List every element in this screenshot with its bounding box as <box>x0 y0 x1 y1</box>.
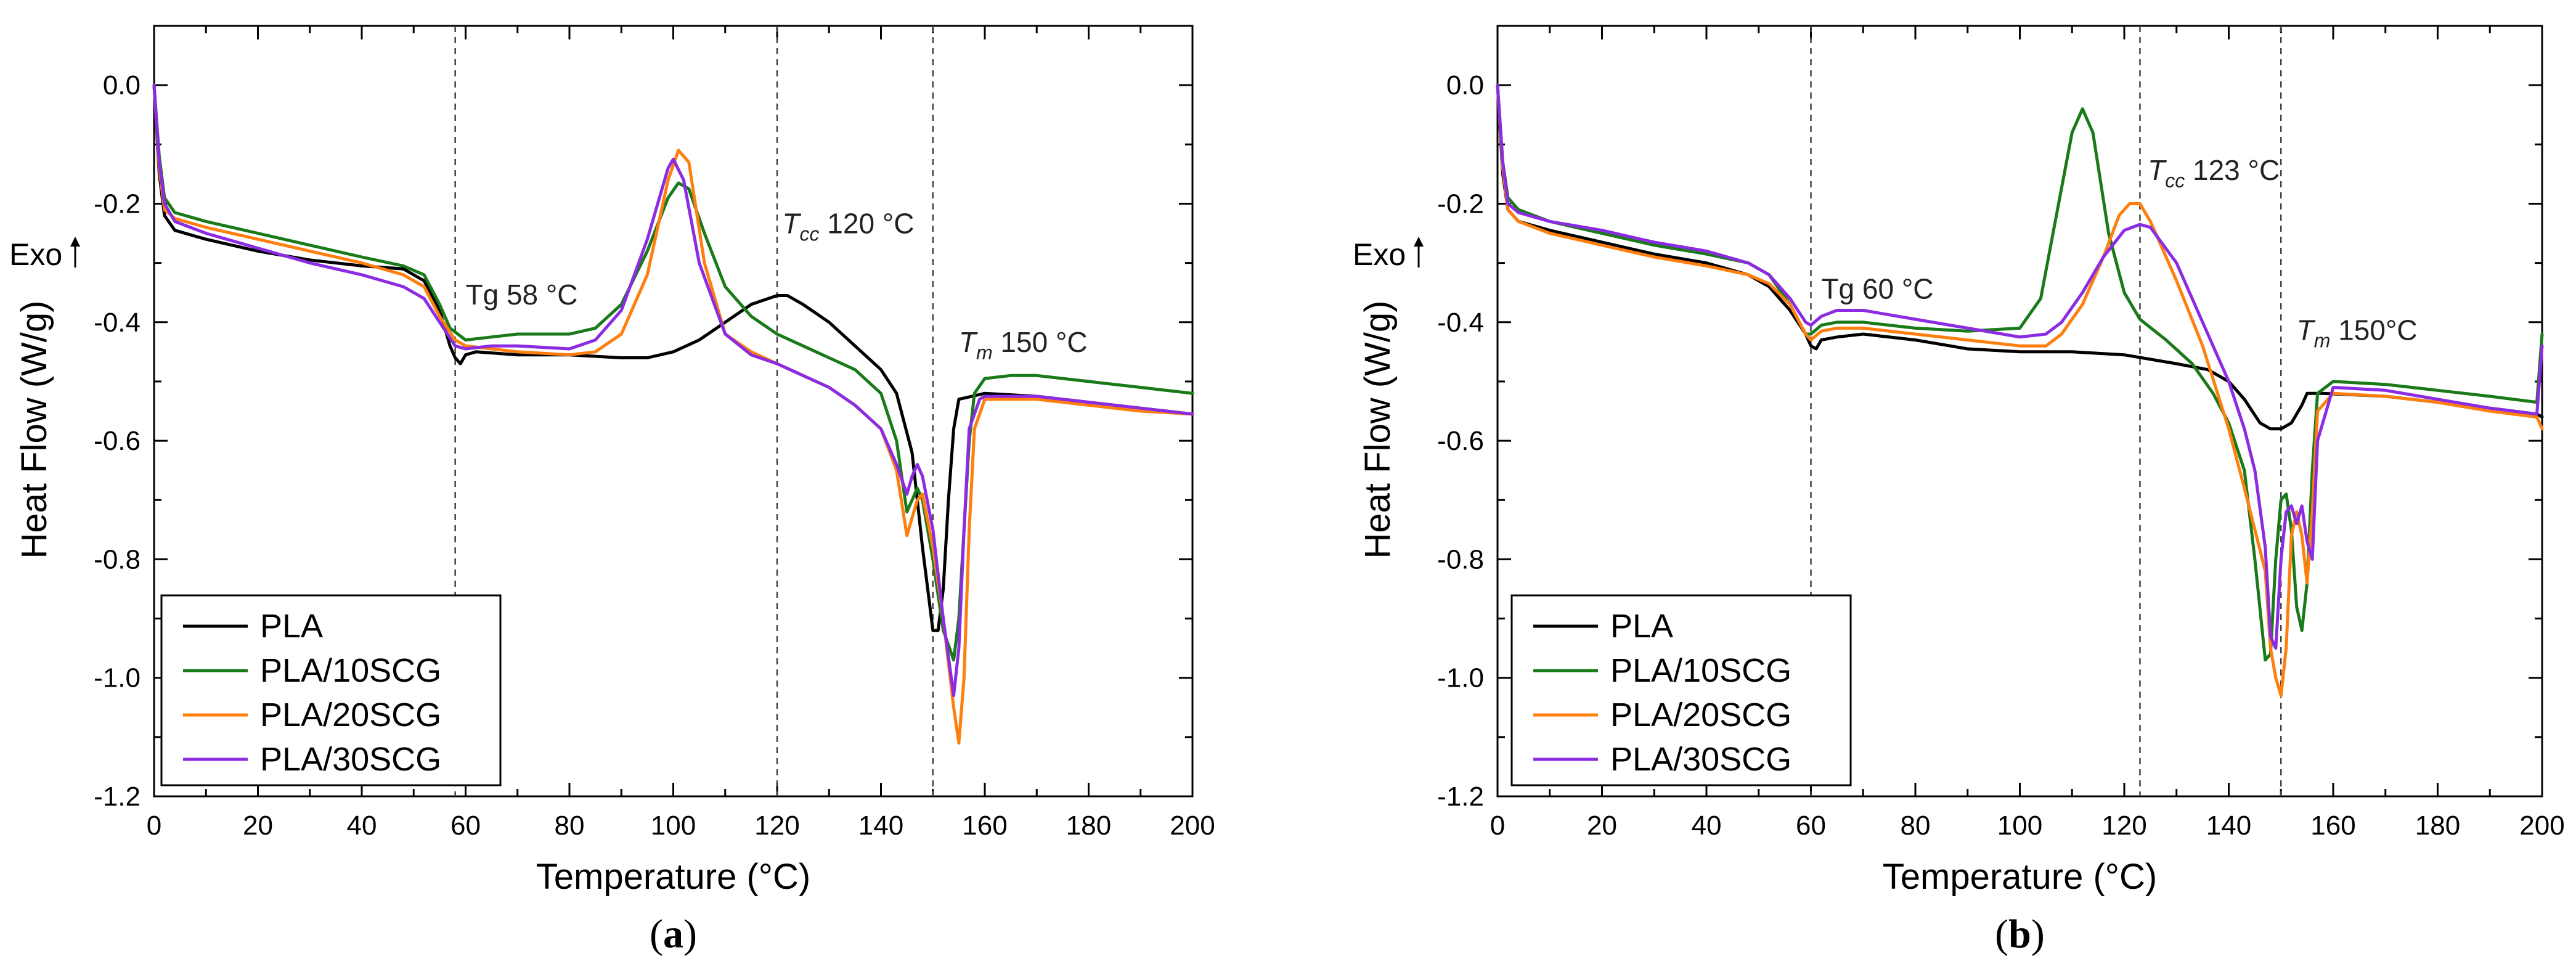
legend-entry-label: PLA/30SCG <box>260 741 441 778</box>
annotation-subscript: m <box>976 341 993 364</box>
annotation-rest: 123 °C <box>2185 154 2280 186</box>
y-tick-label: -1.0 <box>1437 663 1484 693</box>
x-tick-label: 180 <box>1066 811 1111 841</box>
y-tick-label: 0.0 <box>103 70 141 100</box>
panel-a-chart: 0 20 40 60 80 100 120 140 160 180 200 0.0 -0.2 -0.4 -0… <box>9 25 1215 957</box>
exo-label: Exo <box>9 237 62 272</box>
exo-arrowhead-icon <box>70 237 80 247</box>
series-line-pla-10scg <box>152 83 1194 662</box>
x-tick-label: 80 <box>1901 811 1931 841</box>
x-tick-label: 60 <box>1796 811 1826 841</box>
legend-entry-label: PLA/30SCG <box>1610 741 1791 778</box>
x-tick-label: 80 <box>555 811 585 841</box>
series-line-pla-30scg <box>152 83 1194 697</box>
panel-caption: (a) <box>650 912 697 957</box>
y-tick-label: -0.8 <box>1437 544 1484 574</box>
caption-close-paren: ) <box>2031 912 2045 957</box>
x-tick-label: 0 <box>147 811 161 841</box>
caption-letter: a <box>663 912 683 957</box>
x-tick-label: 140 <box>858 811 903 841</box>
panel-caption: (b) <box>1995 912 2045 957</box>
annotation-main: Tg 60 °C <box>1821 272 1933 304</box>
y-tick-label: -0.6 <box>1437 426 1484 456</box>
y-tick-label: -0.6 <box>94 426 141 456</box>
x-tick-label: 140 <box>2206 811 2251 841</box>
annotation-main: Tg 58 °C <box>466 279 578 311</box>
caption-open-paren: ( <box>1995 912 2008 957</box>
annotation-label: Tcc 123 °C <box>2148 154 2280 192</box>
legend-entry-label: PLA/20SCG <box>1610 696 1791 733</box>
y-tick-label: -1.2 <box>1437 782 1484 812</box>
x-tick-label: 120 <box>2101 811 2146 841</box>
x-tick-label: 0 <box>1490 811 1505 841</box>
annotation-subscript: cc <box>800 223 820 245</box>
annotation-subscript: cc <box>2165 169 2185 192</box>
y-tick-label: 0.0 <box>1446 70 1484 100</box>
annotation-label: Tcc 120 °C <box>782 208 914 245</box>
x-tick-label: 180 <box>2415 811 2460 841</box>
annotation-rest: 150°C <box>2330 314 2417 346</box>
annotation-main: T <box>2297 314 2316 346</box>
exo-arrowhead-icon <box>1414 237 1424 247</box>
y-tick-label: -1.0 <box>94 663 141 693</box>
x-tick-label: 160 <box>2310 811 2355 841</box>
caption-letter: b <box>2008 912 2031 957</box>
series-line-pla-10scg <box>1496 83 2544 662</box>
caption-open-paren: ( <box>650 912 663 957</box>
annotation-label: Tg 58 °C <box>466 279 578 311</box>
annotation-label: Tm 150°C <box>2297 314 2418 352</box>
annotation-main: T <box>782 208 801 240</box>
y-tick-label: -0.8 <box>94 544 141 574</box>
series-line-pla-30scg <box>1496 83 2544 650</box>
x-tick-label: 100 <box>1997 811 2042 841</box>
x-tick-label: 20 <box>243 811 273 841</box>
x-tick-label: 20 <box>1587 811 1617 841</box>
y-axis-title: Heat Flow (W/g) <box>14 301 54 559</box>
annotation-main: T <box>2148 154 2167 186</box>
x-tick-label: 200 <box>1170 811 1215 841</box>
series-line-pla-20scg <box>152 83 1194 745</box>
annotation-rest: 150 °C <box>993 326 1088 358</box>
x-axis-title: Temperature (°C) <box>1883 857 2157 897</box>
caption-close-paren: ) <box>683 912 697 957</box>
y-tick-label: -1.2 <box>94 782 141 812</box>
series-line-pla-20scg <box>1496 83 2544 697</box>
legend-entry-label: PLA/20SCG <box>260 696 441 733</box>
series-line-pla <box>1496 83 2544 431</box>
legend-entry-label: PLA/10SCG <box>260 652 441 689</box>
y-axis-title: Heat Flow (W/g) <box>1358 301 1398 559</box>
x-tick-label: 120 <box>754 811 799 841</box>
x-tick-label: 100 <box>651 811 696 841</box>
x-tick-label: 40 <box>1692 811 1722 841</box>
y-tick-label: -0.4 <box>1437 308 1484 338</box>
y-tick-label: -0.2 <box>94 189 141 219</box>
y-tick-label: -0.2 <box>1437 189 1484 219</box>
annotation-main: T <box>959 326 978 358</box>
legend-entry-label: PLA <box>260 608 323 645</box>
legend-entry-label: PLA/10SCG <box>1610 652 1791 689</box>
x-tick-label: 200 <box>2519 811 2564 841</box>
annotation-label: Tm 150 °C <box>959 326 1088 364</box>
y-tick-label: -0.4 <box>94 308 141 338</box>
x-axis-title: Temperature (°C) <box>536 857 810 897</box>
x-tick-label: 40 <box>347 811 377 841</box>
panel-b-chart: 0 20 40 60 80 100 120 140 160 180 200 0.0 -0.2 -0.4 -0… <box>1353 25 2565 957</box>
annotation-rest: 120 °C <box>820 208 915 240</box>
exo-label: Exo <box>1353 237 1406 272</box>
x-tick-label: 160 <box>962 811 1007 841</box>
legend-entry-label: PLA <box>1610 608 1673 645</box>
annotation-subscript: m <box>2314 330 2331 352</box>
annotation-label: Tg 60 °C <box>1821 272 1933 304</box>
x-tick-label: 60 <box>450 811 481 841</box>
